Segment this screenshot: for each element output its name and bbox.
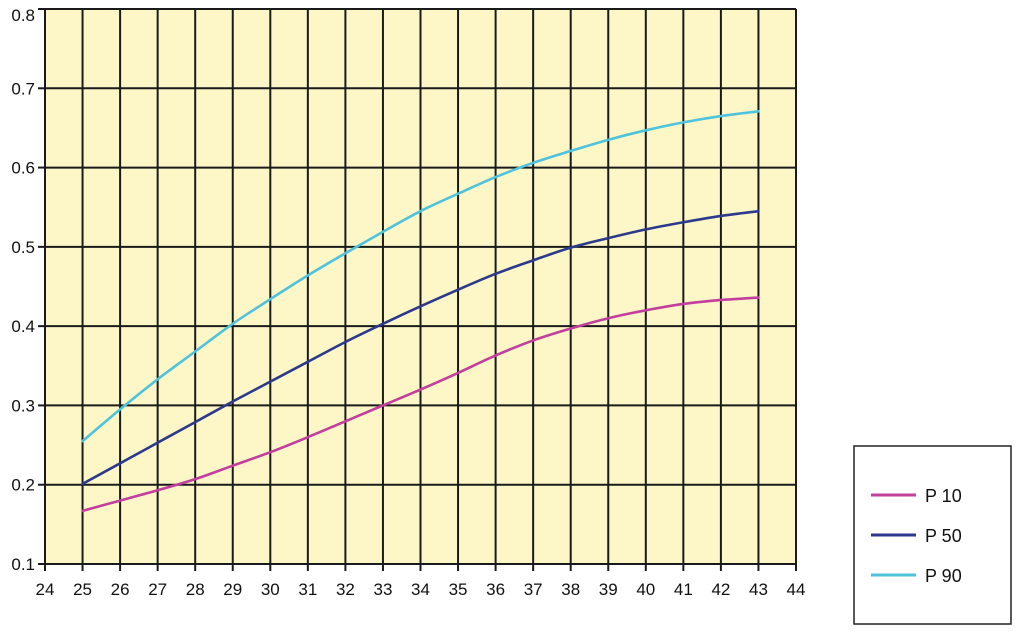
x-tick-label: 33	[373, 580, 392, 599]
x-tick-label: 34	[411, 580, 430, 599]
x-tick-label: 41	[674, 580, 693, 599]
x-tick-label: 24	[36, 580, 55, 599]
series-line-p10	[81, 296, 760, 513]
x-tick-label: 36	[486, 580, 505, 599]
series-line-p90	[81, 109, 760, 443]
legend: P 10 P 50 P 90	[853, 445, 1012, 625]
x-tick-label: 30	[261, 580, 280, 599]
x-tick-label: 43	[749, 580, 768, 599]
x-tick-label: 29	[223, 580, 242, 599]
y-tick-label: 0.1	[11, 555, 35, 574]
x-tick-label: 27	[148, 580, 167, 599]
y-tick-label: 0.3	[11, 396, 35, 415]
x-tick-label: 42	[711, 580, 730, 599]
series-lines	[81, 109, 760, 513]
legend-label: P 90	[925, 566, 962, 586]
x-tick-label: 39	[599, 580, 618, 599]
x-tick-label: 28	[186, 580, 205, 599]
legend-label: P 50	[925, 526, 962, 546]
y-tick-label: 0.5	[11, 238, 35, 257]
y-tick-label: 0.4	[11, 317, 35, 336]
series-line-p50	[81, 209, 760, 486]
y-tick-label: 0.8	[11, 6, 35, 25]
x-tick-label: 37	[524, 580, 543, 599]
x-tick-label: 32	[336, 580, 355, 599]
x-tick-label: 38	[561, 580, 580, 599]
legend-label: P 10	[925, 486, 962, 506]
y-axis-ticks: 0.1 0.2 0.3 0.4 0.5 0.6 0.7 0.8	[11, 6, 45, 574]
x-tick-label: 35	[449, 580, 468, 599]
x-tick-label: 44	[787, 580, 806, 599]
x-axis-ticks: 24 25 26 27 28 29 30 31 32 33 34 35 36 37 38 39 40 41 42 43…	[36, 564, 806, 599]
y-tick-label: 0.2	[11, 476, 35, 495]
x-tick-label: 26	[111, 580, 130, 599]
x-tick-label: 31	[298, 580, 317, 599]
x-tick-label: 40	[636, 580, 655, 599]
y-tick-label: 0.7	[11, 79, 35, 98]
grid	[44, 8, 797, 565]
x-tick-label: 25	[73, 580, 92, 599]
y-tick-label: 0.6	[11, 159, 35, 178]
